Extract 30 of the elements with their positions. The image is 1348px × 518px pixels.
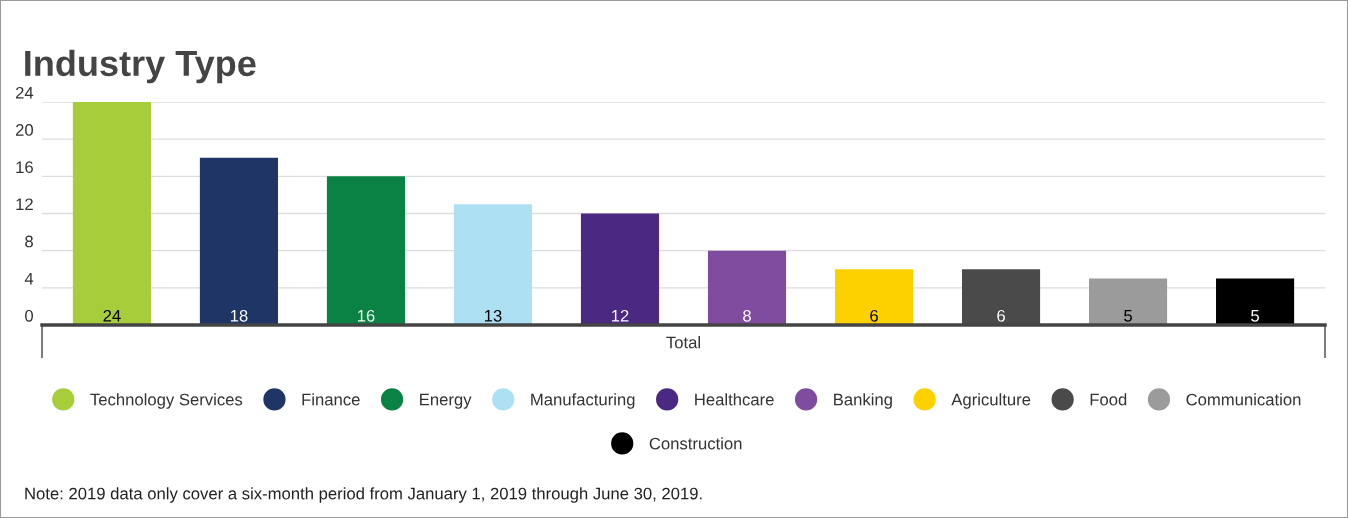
legend-label: Communication [1186, 393, 1301, 406]
y-tick-label: 8 [25, 235, 33, 248]
legend-label: Food [1090, 393, 1127, 406]
y-tick-label: 24 [15, 86, 34, 99]
legend-label: Agriculture [951, 393, 1031, 409]
y-tick-label: 12 [16, 198, 33, 211]
x-tick-label: Total [666, 336, 700, 349]
data-label: 8 [743, 309, 751, 322]
legend-label: Technology Services [90, 393, 243, 409]
data-label: 5 [1251, 310, 1260, 322]
data-label: 6 [870, 309, 878, 322]
y-tick-label: 20 [15, 124, 34, 136]
legend-label: Construction [649, 437, 742, 450]
y-tick-label: 16 [16, 161, 33, 174]
legend-label: Banking [834, 393, 892, 409]
y-tick-label: 4 [24, 272, 34, 285]
legend-label: Finance [302, 393, 360, 406]
legend-label: Energy [420, 393, 472, 409]
legend-label: Manufacturing [531, 393, 635, 409]
data-label: 16 [357, 309, 375, 322]
data-label: 6 [997, 309, 1005, 322]
data-label: 12 [611, 309, 629, 322]
data-label: 13 [484, 309, 502, 322]
data-label: 5 [1124, 310, 1132, 322]
text: Note: 2019 data only cover a six-month period from January 1, 2019 through June 30, 2019. [25, 487, 702, 503]
chart-title: Industry Type [25, 49, 256, 84]
data-label: 18 [230, 309, 248, 322]
data-label: 24 [103, 309, 121, 322]
y-tick-label: 0 [25, 309, 34, 322]
legend-label: Healthcare [695, 393, 774, 406]
